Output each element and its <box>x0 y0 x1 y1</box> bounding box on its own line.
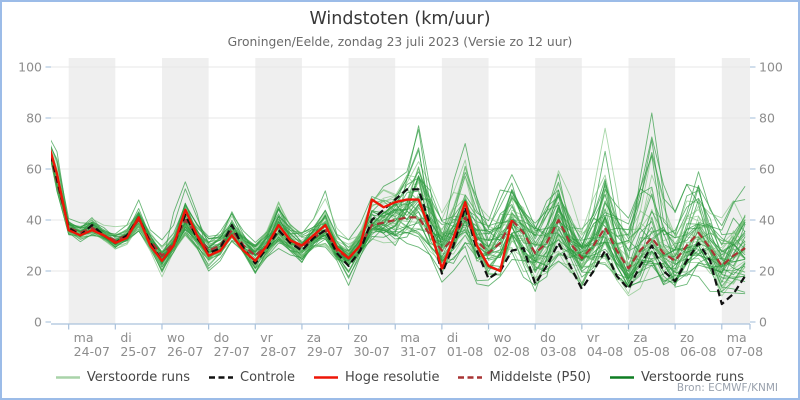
x-label-date: 02-08 <box>494 344 530 359</box>
x-label-day: za <box>307 330 321 345</box>
y-label-left: 80 <box>26 111 42 126</box>
p50-median-line <box>51 151 746 270</box>
day-band <box>628 58 676 324</box>
legend-swatch <box>209 376 234 379</box>
legend-item-controle: Controle <box>209 370 295 385</box>
axes <box>45 66 756 330</box>
x-label-day: wo <box>167 330 185 345</box>
ensemble-member <box>51 154 746 276</box>
x-label-day: vr <box>260 330 273 345</box>
x-label-date: 25-07 <box>120 344 156 359</box>
x-label-date: 26-07 <box>167 344 203 359</box>
legend-swatch <box>458 376 483 379</box>
x-label-day: zo <box>354 330 368 345</box>
y-label-left: 20 <box>26 264 42 279</box>
x-label-day: ma <box>727 330 747 345</box>
x-label-date: 27-07 <box>214 344 250 359</box>
ensemble-lines <box>51 112 746 297</box>
day-band <box>441 58 489 324</box>
y-label-left: 100 <box>18 60 42 75</box>
chart-subtitle: Groningen/Eelde, zondag 23 juli 2023 (Ve… <box>227 35 573 49</box>
x-label-date: 01-08 <box>447 344 483 359</box>
x-label-day: wo <box>494 330 512 345</box>
ensemble-member <box>51 152 746 288</box>
y-label-right: 0 <box>759 315 767 330</box>
x-label-date: 07-08 <box>727 344 763 359</box>
day-band <box>161 58 209 324</box>
x-label-date: 28-07 <box>260 344 296 359</box>
legend-item-middelste-p50-: Middelste (P50) <box>458 370 591 385</box>
legend-item-verstoorde-runs: Verstoorde runs <box>55 370 191 385</box>
y-label-right: 80 <box>759 111 775 126</box>
x-label-day: vr <box>587 330 600 345</box>
legend-item-verstoorde-runs: Verstoorde runs <box>609 370 745 385</box>
ensemble-member <box>51 151 746 286</box>
x-label-day: do <box>540 330 556 345</box>
x-label-date: 04-08 <box>587 344 623 359</box>
legend-label: Verstoorde runs <box>86 370 191 385</box>
x-label-day: ma <box>400 330 420 345</box>
day-band <box>255 58 302 324</box>
x-label-date: 03-08 <box>540 344 576 359</box>
x-label-day: ma <box>74 330 94 345</box>
hires-run-line <box>51 148 514 273</box>
legend-swatch <box>55 376 80 379</box>
x-label-day: di <box>447 330 458 345</box>
ensemble-member <box>51 152 746 295</box>
axis-labels: ma24-07di25-07wo26-07do27-07vr28-07za29-… <box>18 60 783 360</box>
legend-label: Controle <box>240 370 296 385</box>
legend-label: Verstoorde runs <box>640 370 745 385</box>
x-label-date: 30-07 <box>354 344 390 359</box>
y-label-right: 60 <box>759 162 775 177</box>
chart-title: Windstoten (km/uur) <box>309 9 491 29</box>
x-label-day: zo <box>680 330 694 345</box>
legend-swatch <box>314 376 339 379</box>
y-label-left: 0 <box>34 315 42 330</box>
x-label-date: 29-07 <box>307 344 343 359</box>
y-label-left: 40 <box>26 213 42 228</box>
y-label-right: 40 <box>759 213 775 228</box>
x-label-date: 05-08 <box>633 344 669 359</box>
x-label-day: do <box>214 330 230 345</box>
legend-swatch <box>609 376 634 379</box>
y-label-right: 20 <box>759 264 775 279</box>
main-series <box>51 148 747 306</box>
chart-legend: Verstoorde runs Controle Hoge resolutie Mid… <box>2 370 798 385</box>
x-label-date: 06-08 <box>680 344 716 359</box>
y-label-left: 60 <box>26 162 42 177</box>
control-run-line <box>51 150 747 306</box>
x-label-day: za <box>633 330 647 345</box>
day-bands <box>68 58 750 324</box>
x-label-date: 24-07 <box>74 344 110 359</box>
x-label-date: 31-07 <box>400 344 436 359</box>
day-band <box>68 58 116 324</box>
legend-label: Middelste (P50) <box>489 370 591 385</box>
legend-label: Hoge resolutie <box>345 370 440 385</box>
source-credit: Bron: ECMWF/KNMI <box>676 382 778 394</box>
x-label-day: di <box>120 330 131 345</box>
y-label-right: 100 <box>759 60 783 75</box>
legend-item-hoge-resolutie: Hoge resolutie <box>314 370 439 385</box>
